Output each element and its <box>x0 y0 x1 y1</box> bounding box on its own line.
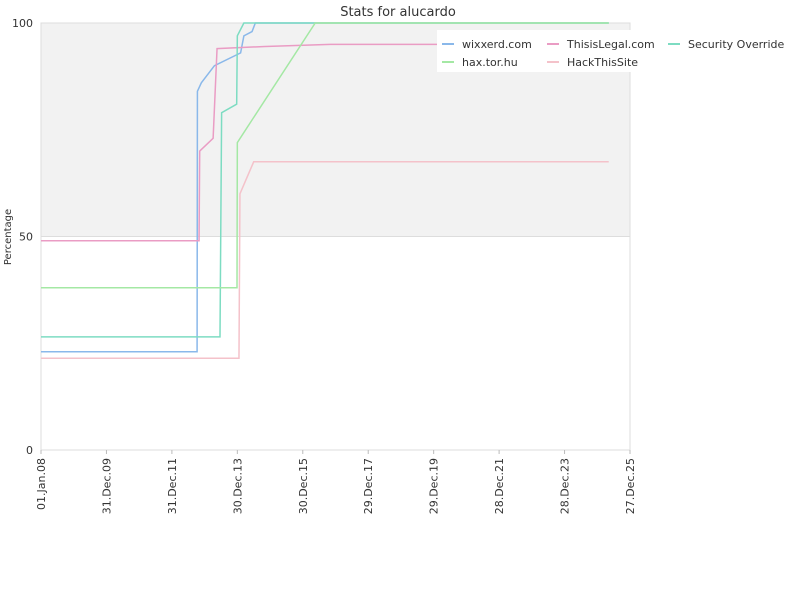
legend-label: wixxerd.com <box>462 38 532 51</box>
x-tick-label: 27.Dec.25 <box>624 458 637 514</box>
legend-label: ThisisLegal.com <box>566 38 655 51</box>
x-tick-label: 31.Dec.09 <box>100 458 113 514</box>
series-line <box>41 22 609 338</box>
x-tick-label: 30.Dec.13 <box>231 458 244 514</box>
x-tick-label: 29.Dec.17 <box>362 458 375 514</box>
x-tick-label: 28.Dec.23 <box>559 458 572 514</box>
x-tick-label: 01.Jan.08 <box>35 458 48 510</box>
y-tick-label: 100 <box>12 17 33 30</box>
x-tick-label: 31.Dec.11 <box>166 458 179 514</box>
y-axis-label: Percentage <box>3 209 14 265</box>
series-line <box>41 161 609 359</box>
series-line <box>41 43 609 242</box>
series-line <box>41 22 609 289</box>
x-tick-label: 29.Dec.19 <box>428 458 441 514</box>
y-tick-label: 50 <box>19 231 33 244</box>
x-tick-label: 30.Dec.15 <box>297 458 310 514</box>
legend-label: Security Override <box>688 38 784 51</box>
series-line <box>41 22 609 353</box>
legend-label: HackThisSite <box>567 56 638 69</box>
chart-title: Stats for alucardo <box>340 5 456 20</box>
legend-label: hax.tor.hu <box>462 56 518 69</box>
y-tick-label: 0 <box>26 444 33 457</box>
x-tick-label: 28.Dec.21 <box>493 458 506 514</box>
legend-box <box>437 30 792 72</box>
